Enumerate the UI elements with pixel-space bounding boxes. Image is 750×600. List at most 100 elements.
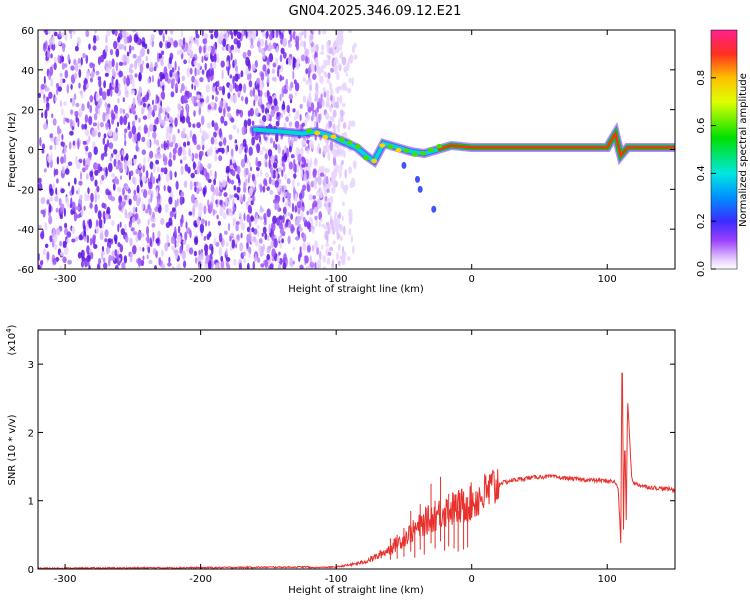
noise-dot xyxy=(310,44,314,54)
noise-dot xyxy=(271,76,277,82)
noise-dot xyxy=(238,262,242,269)
colorbar-tick-label: 0.4 xyxy=(696,165,707,181)
noise-dot xyxy=(337,63,342,69)
noise-dot xyxy=(160,143,164,149)
noise-dot xyxy=(325,112,330,120)
noise-dot xyxy=(53,243,58,251)
track-blob xyxy=(306,128,313,133)
noise-dot xyxy=(81,103,85,112)
noise-dot xyxy=(235,223,239,232)
noise-dot xyxy=(326,235,329,244)
noise-dot xyxy=(271,248,276,258)
noise-dot xyxy=(300,147,304,157)
track-blob xyxy=(403,148,410,153)
noise-dot xyxy=(299,192,302,200)
noise-dot xyxy=(251,173,255,182)
noise-dot xyxy=(151,223,156,228)
noise-dot xyxy=(275,114,281,121)
noise-dot xyxy=(260,205,263,211)
noise-dot xyxy=(211,67,214,77)
noise-dot xyxy=(92,234,96,241)
noise-dot xyxy=(336,125,340,130)
noise-dot xyxy=(327,227,331,235)
noise-dot xyxy=(173,40,178,48)
noise-dot xyxy=(155,159,160,165)
noise-dot xyxy=(163,184,166,192)
noise-dot xyxy=(145,55,148,62)
noise-dot xyxy=(117,97,120,104)
noise-dot xyxy=(215,241,220,247)
noise-dot xyxy=(83,79,88,85)
noise-dot xyxy=(335,86,340,94)
noise-dot xyxy=(196,217,200,227)
noise-dot xyxy=(146,62,150,69)
noise-dot xyxy=(290,213,293,220)
noise-dot xyxy=(128,131,133,139)
noise-dot xyxy=(230,179,235,185)
noise-dot xyxy=(309,208,314,215)
noise-dot xyxy=(221,46,225,51)
noise-dot xyxy=(329,195,334,204)
noise-dot xyxy=(329,141,334,151)
noise-dot xyxy=(230,148,234,157)
noise-dot xyxy=(196,165,200,175)
noise-dot xyxy=(313,111,316,121)
noise-dot xyxy=(254,253,257,263)
noise-dot xyxy=(167,262,172,267)
x-tick-label: -100 xyxy=(325,274,348,285)
noise-dot xyxy=(212,82,216,88)
noise-dot xyxy=(103,80,106,89)
noise-dot xyxy=(259,184,263,193)
y-tick-label: -20 xyxy=(18,185,34,196)
noise-dot xyxy=(301,157,306,164)
noise-dot xyxy=(264,136,268,141)
noise-dot xyxy=(295,35,300,44)
noise-dot xyxy=(326,78,330,84)
noise-dot xyxy=(310,219,314,227)
noise-dot xyxy=(263,178,268,187)
noise-dot xyxy=(110,196,116,202)
noise-dot xyxy=(236,40,241,49)
noise-dot xyxy=(85,54,89,64)
noise-dot xyxy=(177,129,180,134)
noise-dot xyxy=(276,217,280,226)
noise-dot xyxy=(259,90,263,97)
noise-dot xyxy=(86,234,90,244)
noise-dot xyxy=(150,172,153,179)
y-tick-label: 20 xyxy=(21,106,34,117)
noise-dot xyxy=(161,74,166,80)
noise-dot xyxy=(326,188,330,193)
noise-dot xyxy=(281,186,285,193)
noise-dot xyxy=(352,44,355,54)
noise-dot xyxy=(249,220,252,228)
noise-dot xyxy=(152,231,155,242)
noise-dot xyxy=(105,166,108,177)
noise-dot xyxy=(180,165,184,176)
noise-dot xyxy=(348,215,353,225)
noise-dot xyxy=(129,237,133,247)
noise-dot xyxy=(75,102,80,108)
noise-dot xyxy=(48,91,53,99)
noise-dot xyxy=(132,77,135,88)
noise-dot xyxy=(221,69,224,80)
noise-dot xyxy=(99,121,104,128)
noise-dot xyxy=(254,179,257,187)
noise-dot xyxy=(332,258,335,269)
track-blob xyxy=(419,151,426,156)
noise-dot xyxy=(48,215,53,225)
noise-dot xyxy=(111,172,115,178)
noise-dot xyxy=(320,217,323,223)
noise-dot xyxy=(347,256,351,261)
noise-dot xyxy=(137,90,141,100)
noise-dot xyxy=(152,124,157,132)
noise-dot xyxy=(282,51,287,59)
noise-dot xyxy=(229,159,233,164)
noise-dot xyxy=(324,195,328,202)
noise-dot xyxy=(137,257,142,267)
noise-dot xyxy=(161,263,165,269)
noise-dot xyxy=(56,156,60,165)
noise-dot xyxy=(316,247,320,255)
noise-dot xyxy=(279,74,282,82)
noise-dot xyxy=(62,42,66,53)
noise-dot xyxy=(249,89,254,97)
